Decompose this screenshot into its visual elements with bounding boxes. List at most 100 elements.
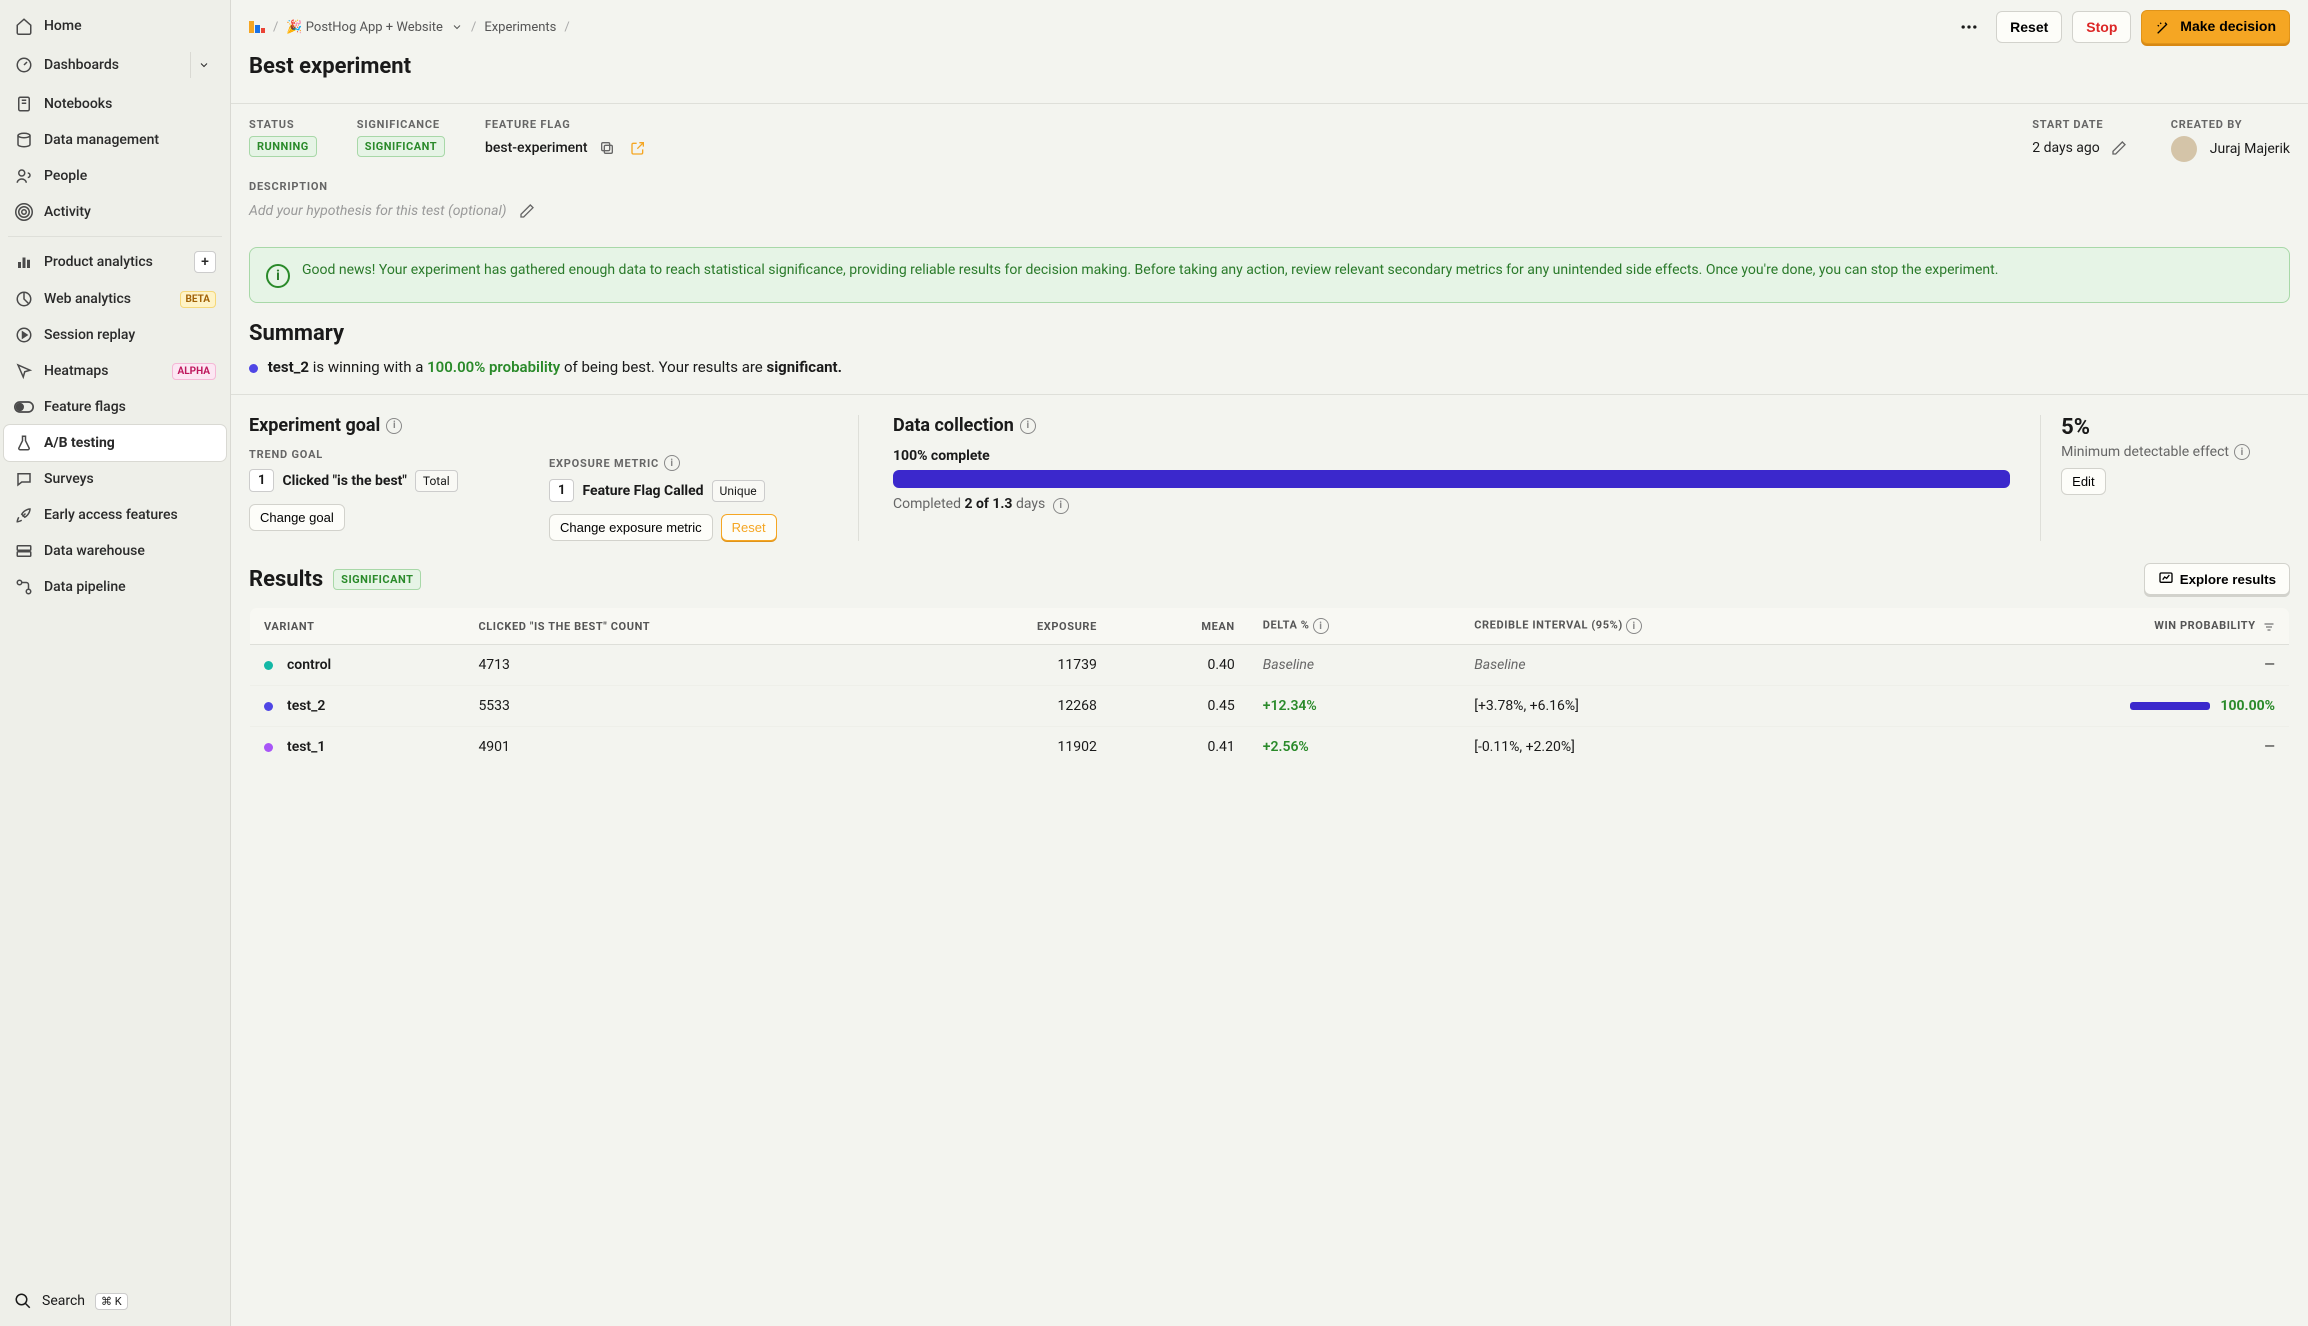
info-icon[interactable]: i [1313, 618, 1329, 634]
home-icon [14, 16, 34, 36]
nav-session-replay[interactable]: Session replay [4, 317, 226, 353]
variant-dot-icon [249, 364, 258, 373]
info-icon[interactable]: i [664, 455, 680, 471]
nav-people[interactable]: People [4, 158, 226, 194]
info-icon[interactable]: i [1020, 418, 1036, 434]
edit-mde-button[interactable]: Edit [2061, 468, 2105, 495]
col-win[interactable]: WIN PROBABILITY [1901, 608, 2290, 645]
table-row: control 4713 11739 0.40 Baseline Baselin… [250, 645, 2290, 686]
reset-button[interactable]: Reset [1996, 11, 2062, 43]
exposure-metric-label: EXPOSURE METRIC [549, 457, 659, 470]
expand-icon[interactable] [190, 52, 216, 78]
results-title: Results [249, 567, 323, 592]
col-delta: DELTA % i [1249, 608, 1460, 645]
nav-dashboards[interactable]: Dashboards [4, 44, 226, 86]
nav-data-warehouse[interactable]: Data warehouse [4, 533, 226, 569]
edit-date-icon[interactable] [2107, 136, 2131, 160]
toggle-icon [14, 397, 34, 417]
nav-label: Web analytics [44, 291, 170, 307]
variant-dot-icon [264, 661, 273, 670]
add-icon[interactable]: + [194, 251, 216, 273]
trend-goal-label: TREND GOAL [249, 448, 323, 461]
nav-home[interactable]: Home [4, 8, 226, 44]
info-icon[interactable]: i [2234, 444, 2250, 460]
activity-icon [14, 202, 34, 222]
nav-ab-testing[interactable]: A/B testing [4, 425, 226, 461]
progress-bar [893, 470, 2010, 488]
flask-icon [14, 433, 34, 453]
data-collection-title: Data collection [893, 415, 1014, 436]
breadcrumb-section[interactable]: Experiments [484, 20, 556, 35]
win-cell: 100.00% [1901, 686, 2290, 727]
chat-icon [14, 469, 34, 489]
chevron-down-icon[interactable] [451, 21, 463, 33]
edit-desc-icon[interactable] [515, 199, 539, 223]
logo-icon[interactable] [249, 19, 265, 35]
exposure-cell: 11739 [913, 645, 1111, 686]
nav-label: A/B testing [44, 435, 216, 451]
variant-dot-icon [264, 743, 273, 752]
notebook-icon [14, 94, 34, 114]
main: / 🎉 PostHog App + Website / Experiments … [231, 0, 2308, 1326]
trend-num: 1 [249, 469, 274, 492]
breadcrumb-project[interactable]: 🎉 PostHog App + Website [286, 20, 443, 35]
wand-icon [2155, 18, 2171, 34]
col-variant: VARIANT [250, 608, 465, 645]
beta-badge: BETA [180, 291, 217, 308]
table-row: test_2 5533 12268 0.45 +12.34% [+3.78%, … [250, 686, 2290, 727]
explore-results-button[interactable]: Explore results [2144, 563, 2290, 595]
nav-heatmaps[interactable]: Heatmaps ALPHA [4, 353, 226, 389]
description-placeholder[interactable]: Add your hypothesis for this test (optio… [249, 203, 507, 219]
nav-web-analytics[interactable]: Web analytics BETA [4, 281, 226, 317]
change-goal-button[interactable]: Change goal [249, 504, 345, 531]
cursor-icon [14, 361, 34, 381]
nav-label: Session replay [44, 327, 216, 343]
trend-name: Clicked "is the best" [282, 473, 406, 489]
win-cell: — [1901, 727, 2290, 768]
external-link-icon[interactable] [626, 136, 650, 160]
nav-notebooks[interactable]: Notebooks [4, 86, 226, 122]
avatar [2171, 136, 2197, 162]
search-label: Search [42, 1293, 85, 1309]
nav-feature-flags[interactable]: Feature flags [4, 389, 226, 425]
shortcut-badge: ⌘ K [95, 1293, 128, 1310]
nav-label: Feature flags [44, 399, 216, 415]
results-table: VARIANT CLICKED "IS THE BEST" COUNT EXPO… [249, 607, 2290, 768]
info-icon[interactable]: i [1053, 498, 1069, 514]
trend-tag: Total [415, 470, 458, 492]
nav-label: People [44, 168, 216, 184]
info-icon[interactable]: i [1626, 618, 1642, 634]
nav-data-pipeline[interactable]: Data pipeline [4, 569, 226, 605]
nav-product-analytics[interactable]: Product analytics + [4, 243, 226, 281]
mde-pct: 5% [2061, 415, 2250, 440]
status-badge: RUNNING [249, 136, 317, 157]
stop-button[interactable]: Stop [2072, 11, 2131, 43]
page-title: Best experiment [231, 54, 2308, 89]
nav-label: Heatmaps [44, 363, 162, 379]
delta-cell: +12.34% [1249, 686, 1460, 727]
sidebar: Home Dashboards Notebooks Data managemen… [0, 0, 231, 1326]
reset-exposure-button[interactable]: Reset [721, 514, 777, 541]
nav-label: Product analytics [44, 254, 184, 270]
nav-label: Data management [44, 132, 216, 148]
more-button[interactable] [1952, 10, 1986, 44]
change-exposure-button[interactable]: Change exposure metric [549, 514, 713, 541]
nav-label: Surveys [44, 471, 216, 487]
significance-label: SIGNIFICANCE [357, 118, 445, 131]
mean-cell: 0.41 [1111, 727, 1249, 768]
nav-label: Activity [44, 204, 216, 220]
nav-activity[interactable]: Activity [4, 194, 226, 230]
experiment-goal-title: Experiment goal [249, 415, 380, 436]
search-button[interactable]: Search ⌘ K [4, 1284, 226, 1318]
start-date-label: START DATE [2032, 118, 2131, 131]
pipeline-icon [14, 577, 34, 597]
server-icon [14, 541, 34, 561]
copy-icon[interactable] [595, 136, 619, 160]
make-decision-button[interactable]: Make decision [2141, 10, 2290, 43]
nav-surveys[interactable]: Surveys [4, 461, 226, 497]
nav-data-mgmt[interactable]: Data management [4, 122, 226, 158]
topbar: / 🎉 PostHog App + Website / Experiments … [231, 0, 2308, 54]
nav-early-access[interactable]: Early access features [4, 497, 226, 533]
info-icon[interactable]: i [386, 418, 402, 434]
significance-badge: SIGNIFICANT [357, 136, 445, 157]
